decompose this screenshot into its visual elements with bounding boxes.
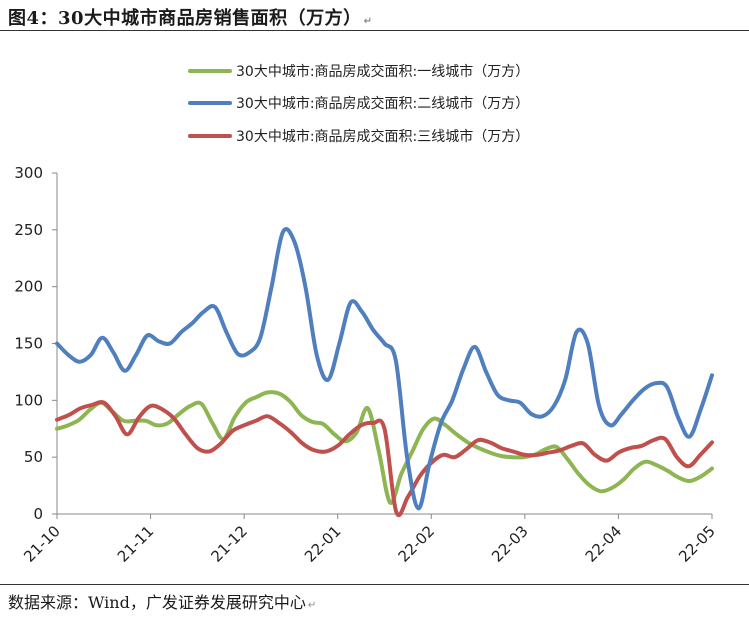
source-note: 数据来源：Wind，广发证券发展研究中心 ↵ [8,593,317,612]
y-tick-label: 50 [24,448,43,466]
series-line-1 [55,390,714,505]
y-tick-label: 300 [14,164,43,182]
x-tick-label: 22-01 [301,522,345,566]
legend-label-1: 30大中城市:商品房成交面积:一线城市（万方） [236,63,529,80]
y-tick-label: 150 [14,335,43,353]
series-line-2 [55,227,714,511]
y-axis-ticks: 0 50 100 150 200 250 300 [14,164,57,523]
paragraph-mark: ↵ [363,16,373,27]
title-rule [0,30,749,31]
x-tick-label: 22-04 [582,522,626,566]
chart-title: 图4：30大中城市商品房销售面积（万方） ↵ [8,8,373,29]
x-tick-label: 21-11 [114,522,158,566]
x-tick-label: 21-12 [207,522,251,566]
legend-label-2: 30大中城市:商品房成交面积:二线城市（万方） [236,95,529,112]
series-lines [55,227,714,518]
y-tick-label: 200 [14,278,43,296]
x-tick-label: 21-10 [20,522,64,566]
line-chart: 30大中城市:商品房成交面积:一线城市（万方） 30大中城市:商品房成交面积:二线… [14,63,719,566]
legend: 30大中城市:商品房成交面积:一线城市（万方） 30大中城市:商品房成交面积:二线… [188,63,529,145]
x-tick-label: 22-02 [395,522,439,566]
x-tick-label: 22-05 [675,522,719,566]
x-tick-label: 22-03 [488,522,532,566]
paragraph-mark: ↵ [307,600,317,611]
series-line-3 [55,400,714,518]
legend-label-3: 30大中城市:商品房成交面积:三线城市（万方） [236,128,529,145]
x-axis-ticks: 21-10 21-11 21-12 22-01 22-02 22-03 22-04 22-05 [20,514,719,566]
y-tick-label: 100 [14,391,43,409]
source-rule [0,584,749,585]
y-tick-label: 250 [14,221,43,239]
y-tick-label: 0 [33,505,43,523]
